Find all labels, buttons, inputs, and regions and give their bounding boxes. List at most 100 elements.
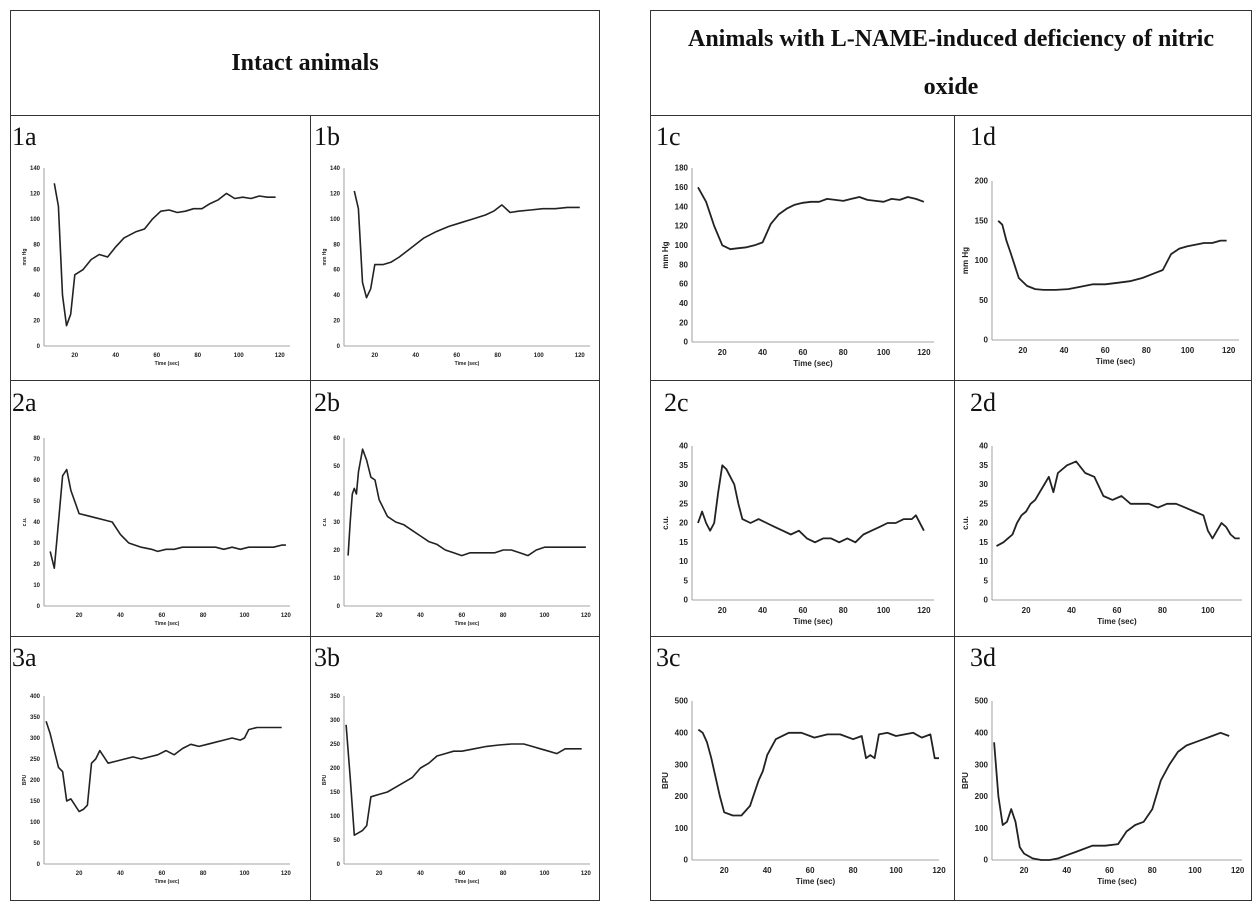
x-tick-label: 20	[376, 871, 383, 877]
y-axis-label: c.u.	[961, 516, 970, 530]
x-tick-label: 100	[234, 353, 245, 359]
y-tick-label: 100	[30, 820, 41, 826]
x-tick-label: 20	[718, 606, 727, 615]
y-tick-label: 350	[330, 694, 341, 700]
chart-2d: 0 5 10 15 20 25 30 35 40 20 40 60 80 100 Time (sec) c.u…	[961, 442, 1242, 626]
y-tick-label: 70	[33, 457, 40, 463]
y-tick-label: 250	[30, 757, 41, 763]
y-tick-label: 0	[984, 596, 989, 605]
y-tick-label: 0	[37, 604, 41, 610]
x-tick-label: 60	[458, 613, 465, 619]
y-axis-label: mm Hg	[661, 241, 670, 268]
panel-label-1d: 1d	[970, 122, 996, 151]
x-tick-label: 80	[194, 353, 201, 359]
x-tick-label: 60	[806, 866, 815, 875]
y-tick-label: 120	[675, 222, 689, 231]
y-tick-label: 30	[979, 480, 988, 489]
y-tick-label: 5	[984, 576, 989, 585]
x-tick-label: 80	[1158, 606, 1167, 615]
x-tick-label: 40	[417, 613, 424, 619]
x-tick-label: 40	[1060, 346, 1069, 355]
x-tick-label: 120	[575, 353, 586, 359]
x-tick-label: 100	[540, 871, 551, 877]
series-line	[353, 190, 580, 299]
right-header-divider	[650, 115, 1252, 116]
x-tick-label: 20	[718, 348, 727, 357]
y-tick-label: 100	[30, 217, 41, 223]
x-tick-label: 120	[275, 353, 286, 359]
chart-3a: 0 50 100 150 200 250 300 350 400 20 40 60 80 100 120 Ti…	[22, 694, 292, 885]
x-tick-label: 120	[917, 606, 931, 615]
y-tick-label: 80	[333, 242, 340, 248]
y-tick-label: 60	[333, 436, 340, 442]
x-tick-label: 120	[917, 348, 931, 357]
y-tick-label: 100	[975, 824, 989, 833]
x-tick-label: 20	[76, 871, 83, 877]
x-tick-label: 100	[877, 606, 891, 615]
series-line	[49, 468, 286, 569]
y-tick-label: 60	[333, 268, 340, 274]
y-tick-label: 20	[33, 562, 40, 568]
x-axis-label: Time (sec)	[155, 621, 180, 627]
x-axis-label: Time (sec)	[1097, 877, 1137, 886]
y-tick-label: 20	[979, 519, 988, 528]
y-tick-label: 5	[684, 576, 689, 585]
y-tick-label: 10	[33, 583, 40, 589]
x-tick-label: 100	[540, 613, 551, 619]
chart-2c: 0 5 10 15 20 25 30 35 40 20 40 60 80 100 120 Time (sec)…	[661, 442, 934, 626]
y-tick-label: 0	[984, 336, 989, 345]
y-tick-label: 50	[33, 499, 40, 505]
x-tick-label: 20	[1022, 606, 1031, 615]
y-axis-label: c.u.	[22, 517, 28, 526]
left-header: Intact animals	[231, 49, 379, 76]
y-tick-label: 35	[979, 461, 988, 470]
y-axis-label: mm Hg	[322, 249, 328, 266]
x-tick-label: 120	[581, 613, 592, 619]
right-column-divider	[954, 115, 955, 901]
x-tick-label: 40	[1062, 866, 1071, 875]
y-tick-label: 25	[679, 499, 688, 508]
y-tick-label: 0	[337, 604, 341, 610]
x-tick-label: 20	[1020, 866, 1029, 875]
y-tick-label: 100	[330, 814, 341, 820]
y-tick-label: 60	[679, 280, 688, 289]
x-tick-label: 100	[1181, 346, 1195, 355]
y-tick-label: 200	[975, 792, 989, 801]
y-tick-label: 140	[30, 166, 41, 172]
panel-label-2d: 2d	[970, 388, 996, 417]
y-tick-label: 25	[979, 499, 988, 508]
x-axis-label: Time (sec)	[455, 361, 480, 367]
series-line	[993, 731, 1230, 861]
y-tick-label: 300	[975, 760, 989, 769]
y-tick-label: 100	[330, 217, 341, 223]
y-tick-label: 40	[33, 293, 40, 299]
x-tick-label: 120	[281, 871, 292, 877]
x-tick-label: 40	[758, 606, 767, 615]
y-tick-label: 20	[333, 548, 340, 554]
x-axis-label: Time (sec)	[1097, 617, 1137, 626]
y-tick-label: 20	[33, 319, 40, 325]
x-tick-label: 20	[720, 866, 729, 875]
y-tick-label: 0	[37, 344, 41, 350]
x-tick-label: 80	[839, 606, 848, 615]
y-tick-label: 140	[675, 202, 689, 211]
panel-label-3c: 3c	[656, 643, 681, 672]
x-tick-label: 120	[281, 613, 292, 619]
series-line	[53, 183, 276, 327]
chart-1c: 0 20 40 60 80 100 120 140 160 180 20 40 60 80 100 120 Ti…	[661, 164, 934, 368]
series-line	[697, 464, 925, 544]
y-axis-label: BPU	[961, 772, 970, 789]
y-tick-label: 20	[333, 319, 340, 325]
y-tick-label: 500	[975, 697, 989, 706]
x-tick-label: 60	[1105, 866, 1114, 875]
x-tick-label: 40	[117, 613, 124, 619]
y-tick-label: 50	[333, 464, 340, 470]
y-axis-label: c.u.	[661, 516, 670, 530]
x-tick-label: 40	[412, 353, 419, 359]
x-axis-label: Time (sec)	[455, 621, 480, 627]
y-tick-label: 300	[675, 760, 689, 769]
y-tick-label: 15	[679, 538, 688, 547]
panel-label-3d: 3d	[970, 643, 996, 672]
x-tick-label: 60	[153, 353, 160, 359]
x-tick-label: 80	[494, 353, 501, 359]
